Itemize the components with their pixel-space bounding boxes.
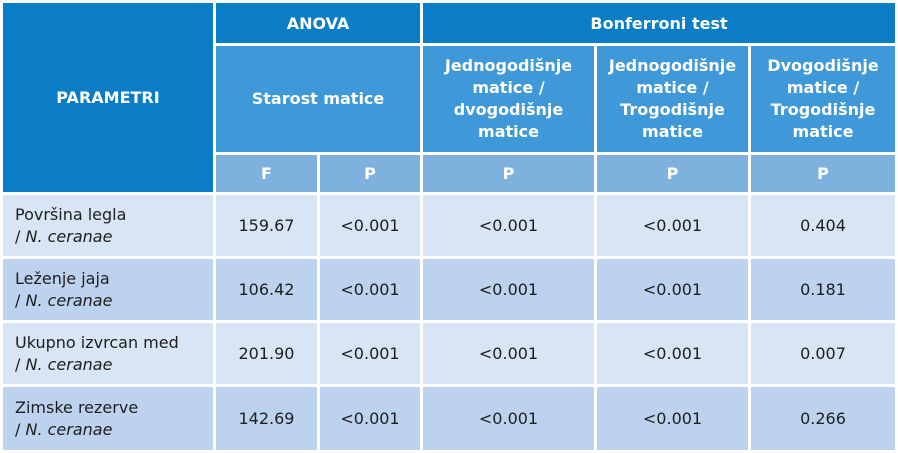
parameter-cell: Površina legla / N. ceranae: [0, 192, 216, 259]
parameter-cell: Leženje jaja / N. ceranae: [0, 256, 216, 323]
header-cell: ANOVA: [213, 0, 423, 46]
header-cell: Dvogodišnje matice / Trogodišnje matice: [747, 43, 898, 155]
species: N. ceranae: [25, 226, 113, 246]
header-cell: Jednogodišnje matice / dvogodišnje matice: [420, 43, 597, 155]
parameter-name: Ukupno izvrcan med: [15, 332, 179, 352]
header-line: matice: [792, 122, 854, 141]
value-cell: <0.001: [317, 256, 423, 323]
parameter-sub: / N. ceranae: [15, 419, 213, 441]
value-cell: <0.001: [317, 320, 423, 387]
table-row: Ukupno izvrcan med / N. ceranae 201.90 <0.0…: [0, 320, 898, 387]
header-line: Trogodišnje: [770, 100, 876, 119]
header-line: matice /: [786, 78, 860, 97]
value-cell: <0.001: [594, 384, 751, 453]
value-cell: <0.001: [420, 256, 597, 323]
species: N. ceranae: [25, 419, 113, 439]
header-line: dvogodišnje: [453, 100, 564, 119]
header-line: Dvogodišnje: [767, 56, 879, 75]
value-cell: 106.42: [213, 256, 320, 323]
parameter-name: Površina legla: [15, 204, 127, 224]
species: N. ceranae: [25, 290, 113, 310]
header-cell: Bonferroni test: [419, 0, 898, 46]
value-cell: <0.001: [594, 192, 751, 259]
table-row: Površina legla / N. ceranae 159.67 <0.001 <0…: [0, 192, 898, 259]
value-cell: <0.001: [420, 320, 597, 387]
parameter-sub: / N. ceranae: [15, 226, 213, 248]
header-line: matice /: [636, 78, 709, 97]
parameter-name: Zimske rezerve: [15, 397, 139, 417]
value-cell: 0.266: [747, 384, 898, 453]
slash: /: [15, 290, 21, 310]
header-line: Jednogodišnje: [608, 56, 737, 75]
subheader-cell: P: [317, 152, 423, 195]
header-line: matice /: [472, 78, 545, 97]
header-line: Trogodišnje: [620, 100, 725, 119]
value-cell: <0.001: [317, 384, 423, 453]
value-cell: 201.90: [213, 320, 320, 387]
header-line: Jednogodišnje: [444, 56, 573, 75]
parameter-name: Leženje jaja: [15, 268, 110, 288]
species: N. ceranae: [25, 354, 113, 374]
table-row: Leženje jaja / N. ceranae 106.42 <0.001 <0.0…: [0, 256, 898, 323]
parameter-cell: Zimske rezerve / N. ceranae: [0, 384, 216, 453]
header-cell: Jednogodišnje matice / Trogodišnje matice: [594, 43, 751, 155]
header-cell: PARAMETRI: [0, 0, 216, 195]
value-cell: <0.001: [420, 192, 597, 259]
header-line: matice: [642, 122, 703, 141]
parameter-sub: / N. ceranae: [15, 290, 213, 312]
table-row: PARAMETRI ANOVA Bonferroni test: [0, 0, 898, 195]
subheader-cell: P: [747, 152, 898, 195]
slash: /: [15, 419, 21, 439]
value-cell: 0.404: [747, 192, 898, 259]
value-cell: 0.181: [747, 256, 898, 323]
value-cell: <0.001: [420, 384, 597, 453]
parameter-cell: Ukupno izvrcan med / N. ceranae: [0, 320, 216, 387]
parameter-sub: / N. ceranae: [15, 354, 213, 376]
value-cell: <0.001: [594, 320, 751, 387]
table-row: Zimske rezerve / N. ceranae 142.69 <0.001 <0…: [0, 384, 898, 453]
value-cell: <0.001: [594, 256, 751, 323]
subheader-cell: F: [213, 152, 320, 195]
value-cell: 159.67: [213, 192, 320, 259]
header-line: matice: [478, 122, 539, 141]
table-row: Starost matice Jednogodišnje matice / dvogo…: [2, 43, 898, 155]
value-cell: 142.69: [213, 384, 320, 453]
subheader-cell: P: [594, 152, 751, 195]
value-cell: 0.007: [747, 320, 898, 387]
slash: /: [15, 354, 21, 374]
slash: /: [15, 226, 21, 246]
header-cell: Starost matice: [213, 43, 423, 155]
value-cell: <0.001: [317, 192, 423, 259]
subheader-cell: P: [420, 152, 597, 195]
